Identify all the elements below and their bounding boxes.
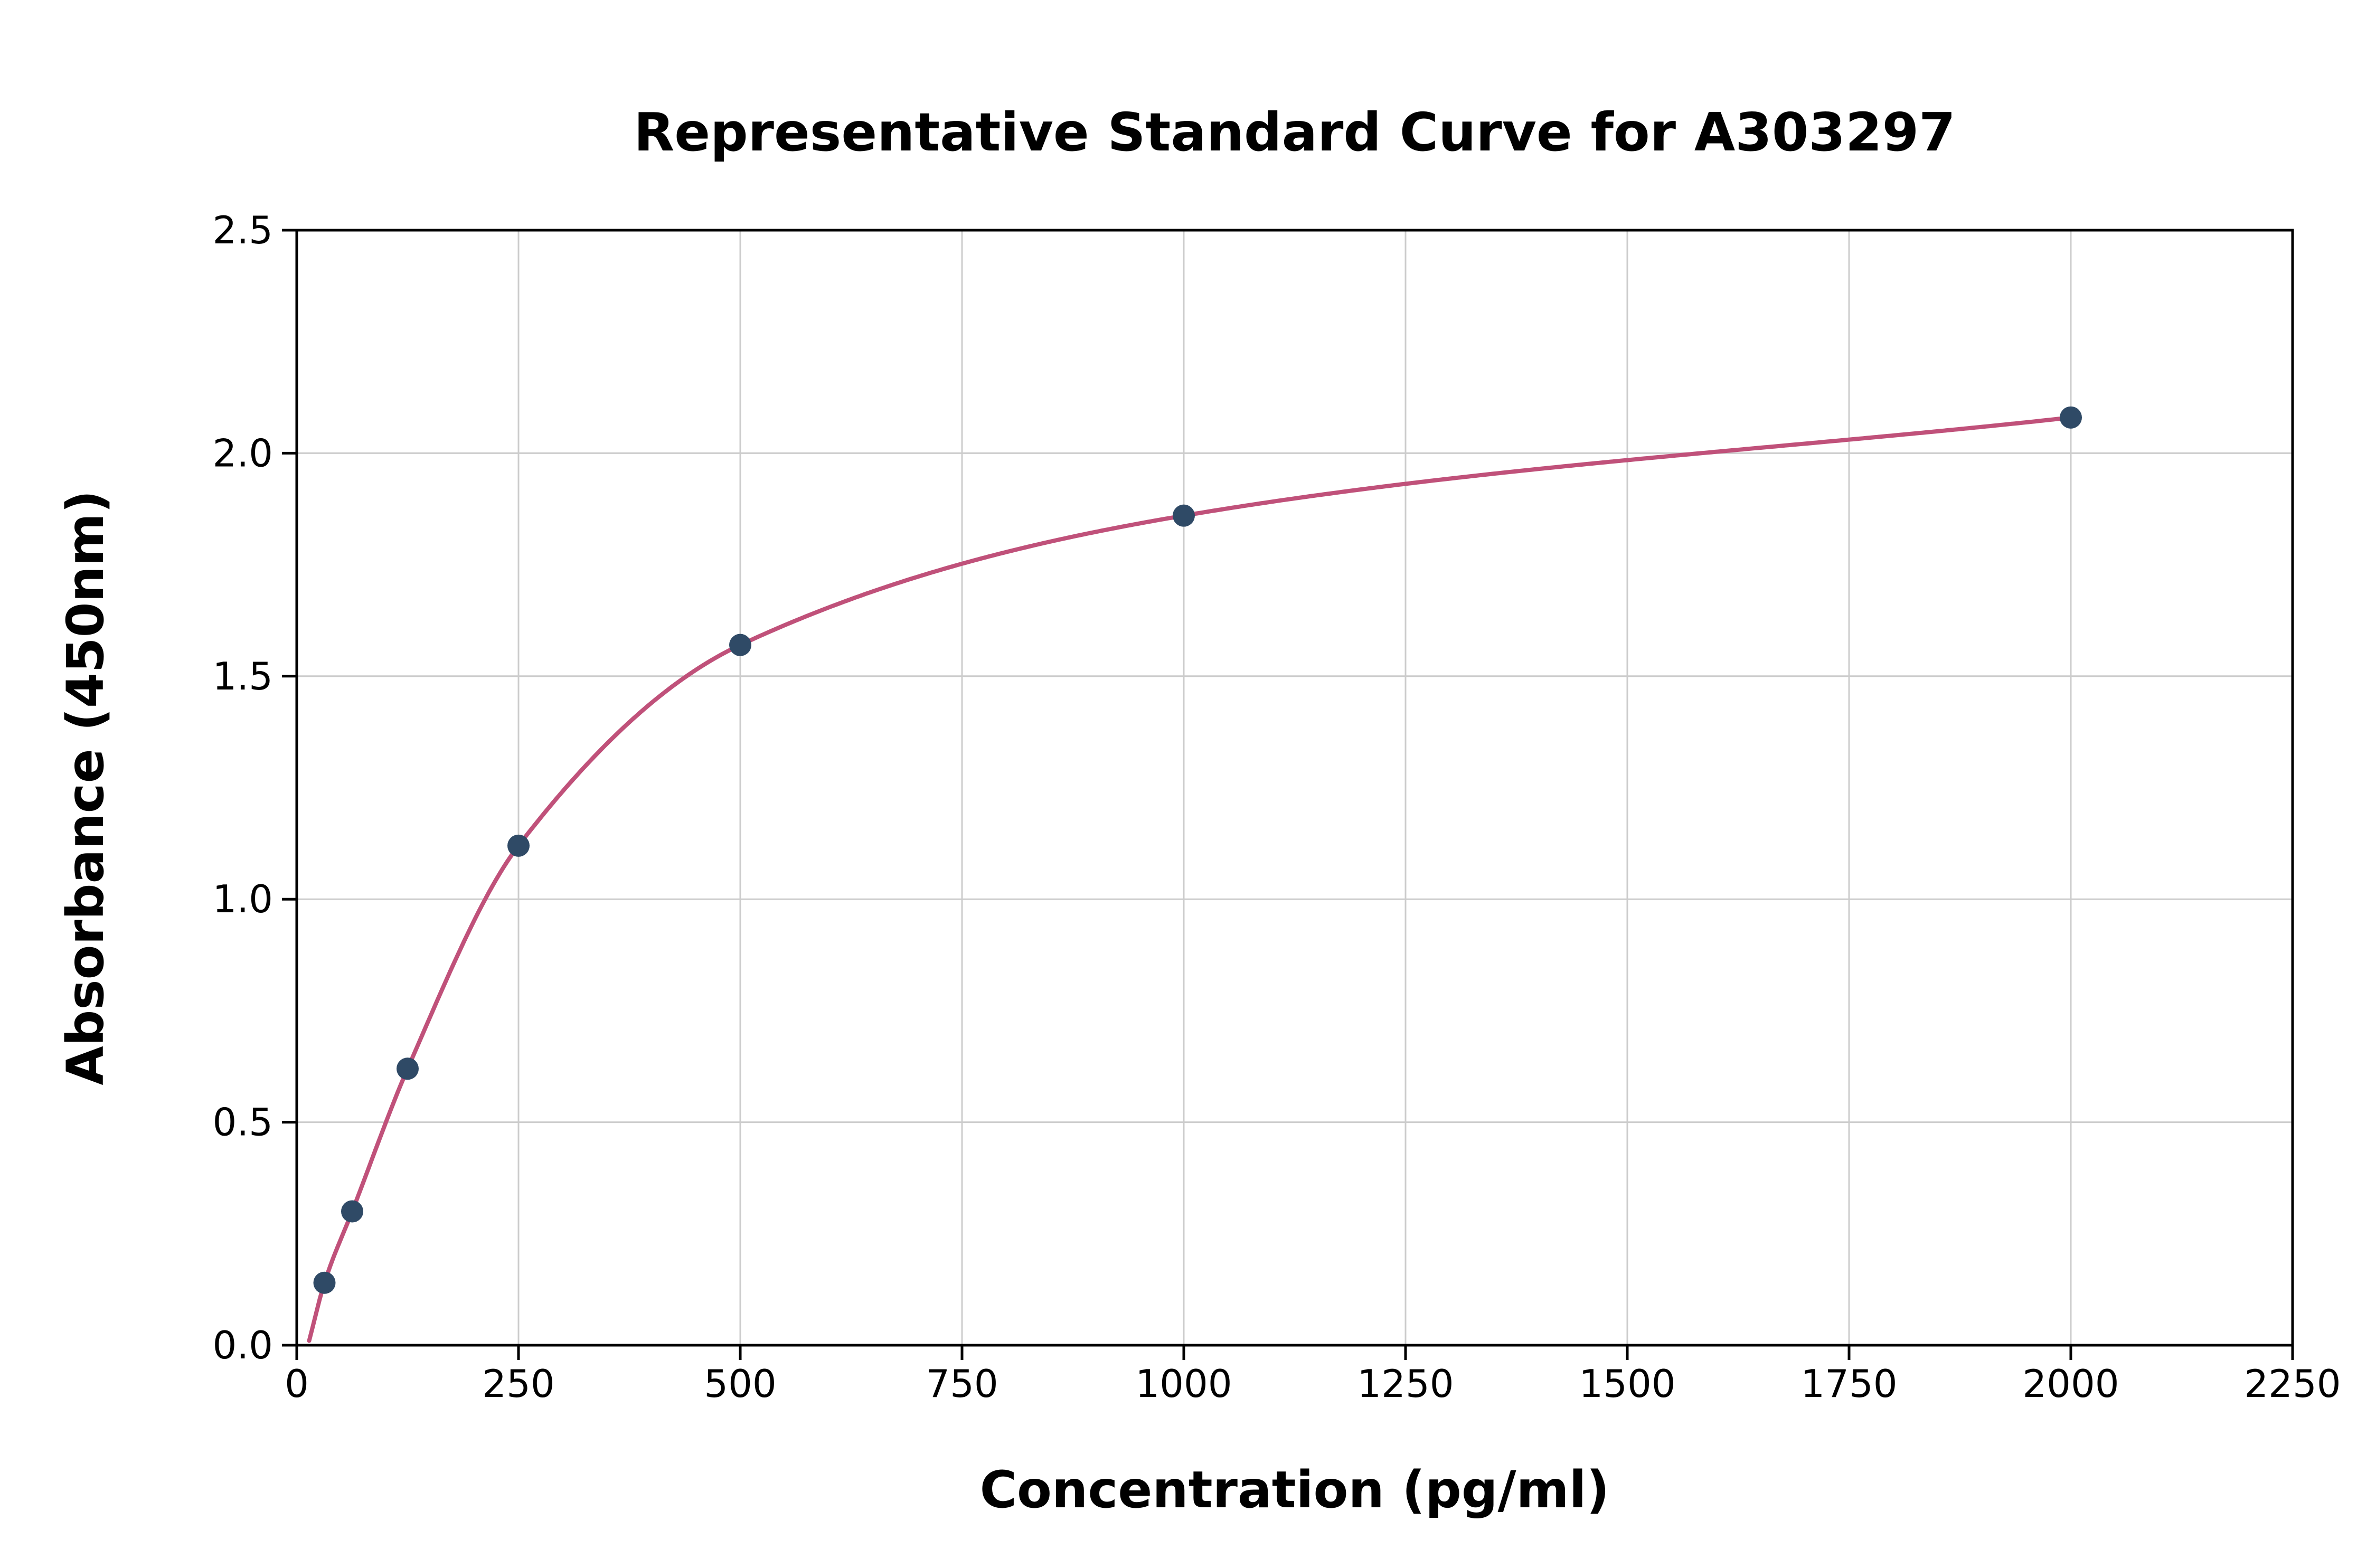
- y-tick-label: 2.0: [212, 431, 273, 475]
- y-tick-label: 2.5: [212, 208, 273, 252]
- x-tick-label: 1250: [1357, 1362, 1454, 1406]
- y-tick-label: 1.0: [212, 877, 273, 921]
- x-tick-label: 250: [482, 1362, 554, 1406]
- y-tick-label: 0.0: [212, 1323, 273, 1367]
- chart-title: Representative Standard Curve for A30329…: [634, 101, 1955, 163]
- data-point-marker: [2060, 406, 2082, 429]
- x-tick-label: 0: [285, 1362, 309, 1406]
- y-tick-label: 0.5: [212, 1100, 273, 1145]
- x-tick-label: 1000: [1135, 1362, 1232, 1406]
- data-point-marker: [313, 1271, 336, 1294]
- x-tick-label: 2000: [2022, 1362, 2119, 1406]
- data-point-marker: [1173, 504, 1195, 527]
- grid: [296, 229, 2294, 1346]
- x-tick-label: 500: [704, 1362, 776, 1406]
- fit-curve: [307, 415, 2073, 1343]
- y-tick-label: 1.5: [212, 654, 273, 698]
- y-axis-label: Absorbance (450nm): [56, 490, 115, 1085]
- data-point-marker: [341, 1200, 363, 1223]
- x-tick-label: 1500: [1579, 1362, 1675, 1406]
- x-tick-label: 2250: [2244, 1362, 2341, 1406]
- data-point-marker: [397, 1057, 419, 1080]
- data-point-marker: [507, 834, 530, 857]
- x-tick-label: 750: [926, 1362, 998, 1406]
- x-tick-label: 1750: [1800, 1362, 1897, 1406]
- x-axis-label: Concentration (pg/ml): [980, 1460, 1610, 1519]
- plot-border: [295, 229, 2294, 1347]
- data-point-marker: [729, 634, 751, 656]
